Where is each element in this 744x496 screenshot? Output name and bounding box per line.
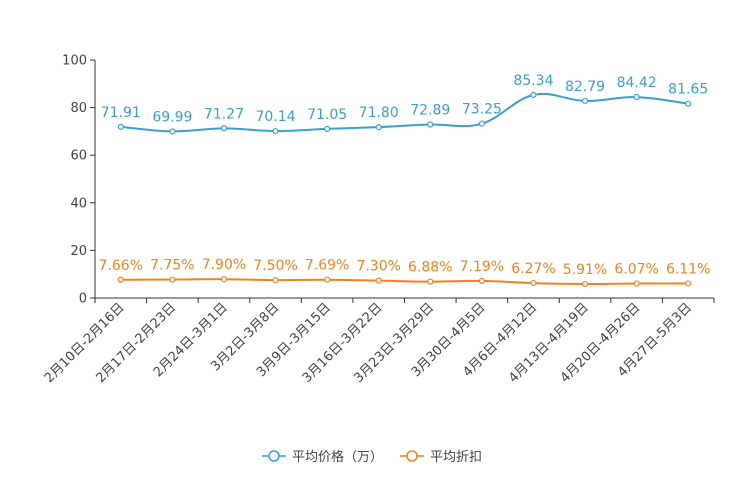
data-label: 6.11% [666, 261, 710, 277]
data-label: 7.69% [305, 258, 349, 274]
series-line [120, 92, 689, 133]
data-point [375, 277, 382, 284]
data-point [117, 123, 124, 130]
data-point [685, 100, 692, 107]
legend: 平均价格（万） 平均折扣 [262, 449, 482, 465]
data-point [427, 278, 434, 285]
data-label: 6.07% [614, 262, 658, 278]
data-point [272, 277, 279, 284]
data-point [581, 280, 589, 288]
legend-marker-icon [268, 450, 280, 462]
data-label: 69.99 [152, 109, 192, 125]
data-label: 72.89 [410, 103, 450, 119]
data-point [633, 280, 640, 287]
data-label: 84.42 [617, 75, 657, 91]
data-point [169, 128, 176, 135]
data-label: 7.19% [460, 259, 504, 275]
series-2: 7.66% 7.75% 7.90% 7.50% 7.69% 7.30% 6.88% 7.19%… [99, 257, 710, 288]
data-point [220, 276, 228, 283]
data-point [324, 276, 331, 283]
y-tick-label: 100 [62, 54, 87, 69]
data-label: 7.75% [150, 258, 194, 274]
data-label: 7.66% [99, 258, 143, 274]
legend-item-2: 平均折扣 [400, 450, 482, 465]
data-label: 85.34 [513, 73, 553, 89]
data-point [633, 93, 640, 101]
y-tick-label: 60 [70, 149, 87, 164]
data-point [272, 127, 279, 135]
data-point [427, 121, 434, 128]
y-axis: 0 20 40 60 80 100 [62, 54, 96, 307]
y-tick-label: 40 [70, 196, 87, 211]
data-label: 7.90% [202, 257, 246, 273]
data-label: 6.88% [408, 260, 452, 276]
data-label: 70.14 [255, 109, 295, 125]
y-tick-label: 20 [70, 244, 87, 259]
data-point [478, 277, 485, 284]
data-label: 81.65 [668, 82, 708, 98]
data-label: 82.79 [565, 79, 605, 95]
x-axis: 2月10日-2月16日2月17日-2月23日2月24日-3月1日3月2日-3月8… [42, 297, 715, 386]
data-point [220, 125, 228, 132]
data-label: 71.80 [359, 105, 399, 121]
data-label: 73.25 [462, 102, 502, 118]
series-1: 71.91 69.99 71.27 70.14 71.05 71.80 72.89 73.25… [101, 73, 708, 135]
data-point [530, 91, 537, 98]
series-line [120, 278, 689, 285]
data-label: 71.91 [101, 105, 141, 121]
data-point [117, 276, 124, 283]
data-point [169, 276, 176, 283]
data-point [581, 97, 589, 105]
legend-label: 平均折扣 [430, 450, 482, 465]
legend-item-1: 平均价格（万） [262, 449, 383, 465]
legend-label: 平均价格（万） [292, 449, 383, 465]
data-point [324, 125, 331, 133]
data-label: 6.27% [511, 261, 555, 277]
data-point [685, 280, 692, 287]
data-label: 71.05 [307, 107, 347, 123]
data-label: 7.30% [356, 259, 400, 275]
legend-marker-icon [406, 450, 418, 462]
data-label: 5.91% [563, 262, 607, 278]
data-label: 71.27 [204, 106, 244, 122]
data-label: 7.50% [253, 258, 297, 274]
y-tick-label: 80 [70, 101, 87, 116]
data-point [375, 124, 382, 131]
y-tick-label: 0 [79, 292, 87, 307]
series-layer: 71.91 69.99 71.27 70.14 71.05 71.80 72.89 73.25… [99, 73, 710, 288]
data-point [478, 120, 485, 127]
data-point [530, 279, 537, 287]
